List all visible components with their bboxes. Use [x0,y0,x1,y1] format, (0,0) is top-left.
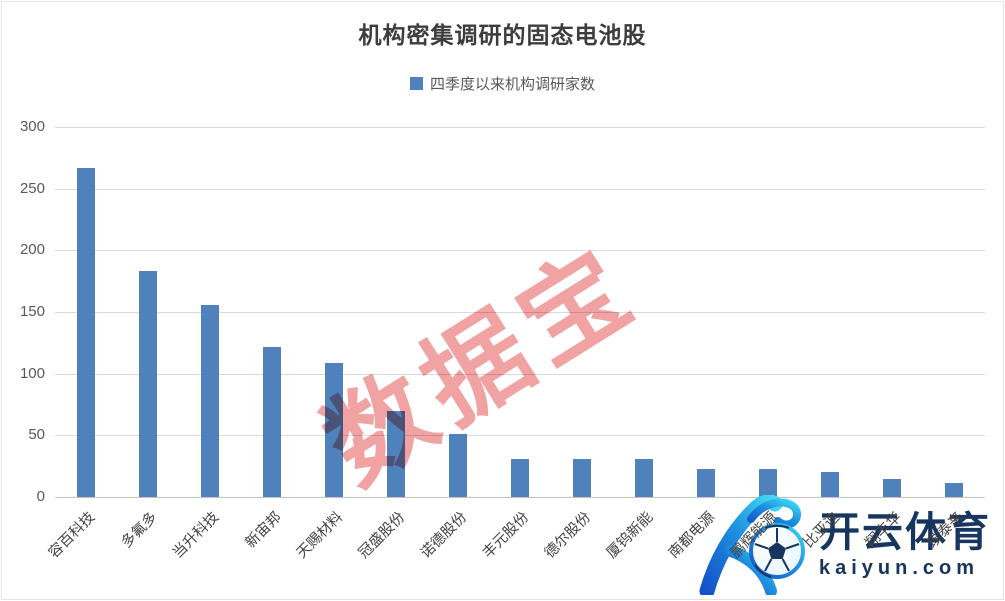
x-category-label: 多氟多 [118,509,161,552]
bar [883,478,901,497]
x-category-label: 德尔股份 [541,509,595,562]
bar [263,346,281,497]
x-category-label: 新宙邦 [242,509,285,552]
bar [387,410,405,497]
gridline [55,250,985,252]
gridline [55,127,985,128]
bar [697,468,715,497]
bar [139,271,157,497]
x-category-label: 诺德股份 [417,509,471,562]
kaiyun-k-football-icon [699,495,805,595]
gridline [55,435,985,437]
y-tick-label: 150 [19,303,45,320]
bar [759,468,777,497]
bar [77,167,95,497]
y-tick-label: 0 [36,488,45,505]
kaiyun-logo-cn-text: 开云体育 [819,509,991,555]
legend-swatch [409,77,423,90]
bar [201,304,219,497]
x-category-label: 丰元股份 [479,509,533,562]
x-category-label: 冠盛股份 [355,509,409,562]
gridline [55,373,985,375]
y-tick-label: 200 [19,241,45,259]
legend: 四季度以来机构调研家数 [0,73,1005,94]
bar [511,458,529,497]
y-tick-label: 250 [19,179,45,197]
gridline [55,188,985,190]
x-category-label: 厦钨新能 [603,509,657,562]
gridline [55,312,985,313]
chart-title: 机构密集调研的固态电池股 [358,22,647,48]
bar [821,472,839,497]
bar [945,483,963,497]
x-category-label: 当升科技 [169,509,223,562]
kaiyun-logo-domain-text: kaiyun.com [819,557,980,579]
plot-area: 0 50 100 150 200 250 300 [20,118,985,505]
legend-label: 四季度以来机构调研家数 [429,76,595,93]
bar [573,458,591,497]
bar [635,458,653,497]
x-category-label: 天赐材料 [293,509,347,562]
bar [325,362,343,497]
kaiyun-logo: 开云体育 kaiyun.com [685,495,991,595]
y-tick-label: 100 [19,364,45,382]
y-tick-label: 50 [28,426,45,444]
y-tick-label: 300 [19,118,45,135]
bar [449,434,467,497]
x-axis-line [55,497,985,498]
x-category-label: 容百科技 [45,509,99,562]
